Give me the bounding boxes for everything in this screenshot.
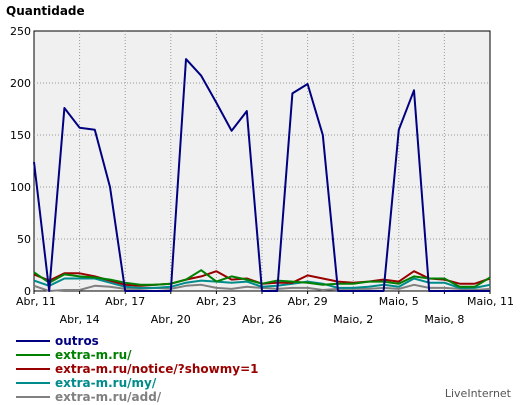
legend-label: outros <box>55 334 99 348</box>
x-tick-label: Abr, 23 <box>196 295 236 308</box>
y-tick-label: 50 <box>17 233 31 246</box>
y-tick-label: 150 <box>10 129 31 142</box>
x-tick-label: Maio, 8 <box>424 313 464 326</box>
x-tick-label: Maio, 2 <box>333 313 373 326</box>
legend-label: extra-m.ru/add/ <box>55 390 162 404</box>
y-tick-label: 100 <box>10 181 31 194</box>
series-lines <box>33 58 491 292</box>
y-axis-title: Quantidade <box>6 4 85 18</box>
legend: outrosextra-m.ru/extra-m.ru/notice/?show… <box>16 334 259 404</box>
x-tick-label: Abr, 11 <box>16 295 56 308</box>
x-axis: Abr, 11 Abr, 14 Abr, 17 Abr, 20 Abr, 23 Abr, … <box>16 291 514 326</box>
y-axis: 0 50 100 150 200 250 <box>10 25 31 298</box>
x-tick-label: Abr, 20 <box>151 313 191 326</box>
legend-label: extra-m.ru/ <box>55 348 132 362</box>
y-tick-label: 250 <box>10 25 31 38</box>
x-tick-label: Abr, 17 <box>105 295 145 308</box>
x-tick-label: Abr, 26 <box>242 313 282 326</box>
x-tick-label: Abr, 14 <box>60 313 100 326</box>
x-tick-label: Maio, 11 <box>467 295 514 308</box>
x-tick-label: Abr, 29 <box>288 295 328 308</box>
legend-label: extra-m.ru/notice/?showmy=1 <box>55 362 259 376</box>
credit-text: LiveInternet <box>445 387 512 400</box>
y-tick-label: 200 <box>10 77 31 90</box>
y-tick-label: 0 <box>24 285 31 298</box>
x-tick-label: Maio, 5 <box>379 295 419 308</box>
legend-label: extra-m.ru/my/ <box>55 376 157 390</box>
series-line-outros <box>33 58 490 292</box>
